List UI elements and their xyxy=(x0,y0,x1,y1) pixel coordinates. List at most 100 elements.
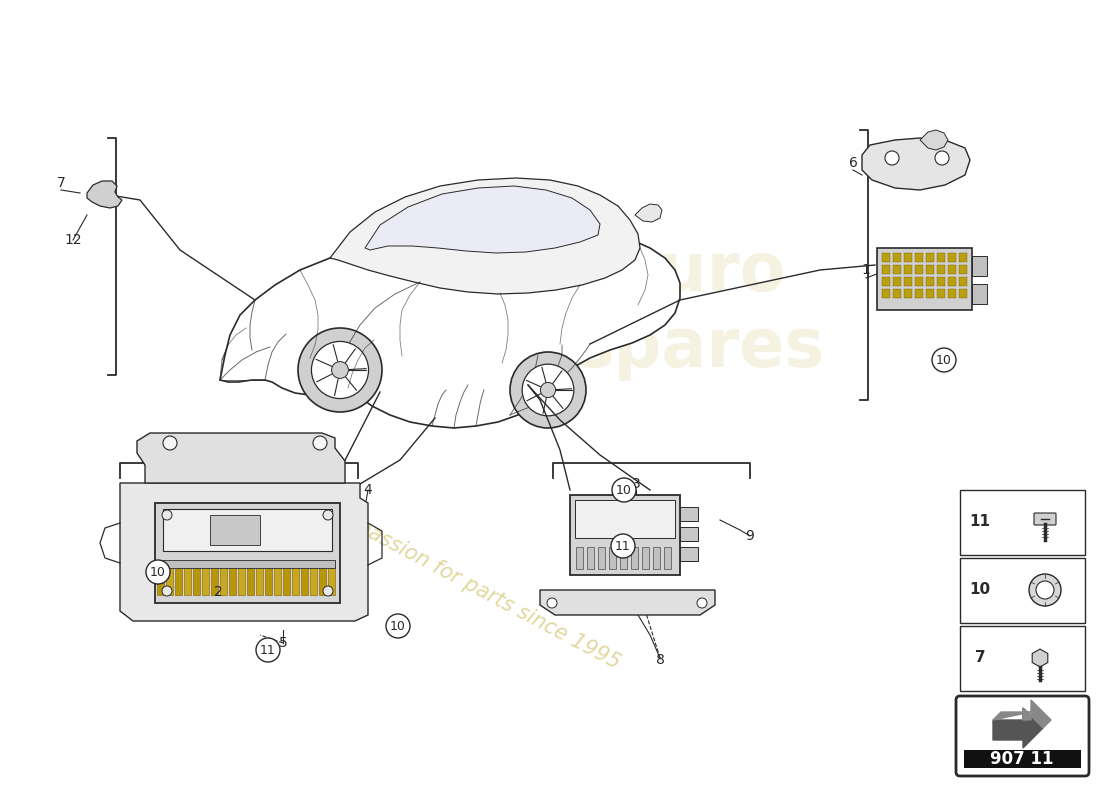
Polygon shape xyxy=(993,700,1050,728)
Text: euro
spares: euro spares xyxy=(575,238,825,381)
Polygon shape xyxy=(87,181,122,208)
FancyBboxPatch shape xyxy=(587,547,594,569)
FancyBboxPatch shape xyxy=(664,547,671,569)
Circle shape xyxy=(386,614,410,638)
FancyBboxPatch shape xyxy=(576,547,583,569)
Text: 7: 7 xyxy=(975,650,986,666)
FancyBboxPatch shape xyxy=(575,500,675,538)
FancyBboxPatch shape xyxy=(956,696,1089,776)
Circle shape xyxy=(886,151,899,165)
FancyBboxPatch shape xyxy=(926,277,934,286)
FancyBboxPatch shape xyxy=(882,253,890,262)
Circle shape xyxy=(311,342,368,398)
FancyBboxPatch shape xyxy=(915,289,923,298)
FancyBboxPatch shape xyxy=(926,253,934,262)
Text: 4: 4 xyxy=(364,483,373,497)
Polygon shape xyxy=(1032,649,1048,667)
FancyBboxPatch shape xyxy=(653,547,660,569)
FancyBboxPatch shape xyxy=(959,277,967,286)
FancyBboxPatch shape xyxy=(274,565,280,595)
Circle shape xyxy=(162,510,172,520)
FancyBboxPatch shape xyxy=(680,507,698,521)
Circle shape xyxy=(1036,581,1054,599)
Text: a passion for parts since 1995: a passion for parts since 1995 xyxy=(337,507,624,673)
Text: 5: 5 xyxy=(278,636,287,650)
FancyBboxPatch shape xyxy=(319,565,326,595)
FancyBboxPatch shape xyxy=(948,265,956,274)
Circle shape xyxy=(331,362,349,378)
FancyBboxPatch shape xyxy=(328,565,336,595)
FancyBboxPatch shape xyxy=(301,565,308,595)
Polygon shape xyxy=(540,590,715,615)
Circle shape xyxy=(510,352,586,428)
Circle shape xyxy=(540,382,556,398)
FancyBboxPatch shape xyxy=(937,253,945,262)
FancyBboxPatch shape xyxy=(904,265,912,274)
FancyBboxPatch shape xyxy=(642,547,649,569)
FancyBboxPatch shape xyxy=(609,547,616,569)
FancyBboxPatch shape xyxy=(192,565,200,595)
FancyBboxPatch shape xyxy=(893,265,901,274)
FancyBboxPatch shape xyxy=(620,547,627,569)
FancyBboxPatch shape xyxy=(937,277,945,286)
Circle shape xyxy=(314,436,327,450)
Text: 1: 1 xyxy=(861,263,870,277)
Circle shape xyxy=(547,598,557,608)
Text: 12: 12 xyxy=(64,233,81,247)
FancyBboxPatch shape xyxy=(598,547,605,569)
FancyBboxPatch shape xyxy=(882,289,890,298)
FancyBboxPatch shape xyxy=(210,515,260,545)
FancyBboxPatch shape xyxy=(256,565,263,595)
FancyBboxPatch shape xyxy=(229,565,236,595)
Text: 10: 10 xyxy=(936,354,952,366)
FancyBboxPatch shape xyxy=(175,565,182,595)
FancyBboxPatch shape xyxy=(937,265,945,274)
FancyBboxPatch shape xyxy=(1034,513,1056,525)
FancyBboxPatch shape xyxy=(893,253,901,262)
FancyBboxPatch shape xyxy=(570,495,680,575)
FancyBboxPatch shape xyxy=(948,289,956,298)
FancyBboxPatch shape xyxy=(959,253,967,262)
Text: 3: 3 xyxy=(631,477,640,491)
Text: 10: 10 xyxy=(616,483,631,497)
FancyBboxPatch shape xyxy=(248,565,254,595)
FancyBboxPatch shape xyxy=(893,277,901,286)
FancyBboxPatch shape xyxy=(238,565,245,595)
FancyBboxPatch shape xyxy=(960,558,1085,623)
FancyBboxPatch shape xyxy=(184,565,191,595)
Polygon shape xyxy=(120,483,369,621)
Text: 10: 10 xyxy=(150,566,166,578)
FancyBboxPatch shape xyxy=(882,277,890,286)
FancyBboxPatch shape xyxy=(948,253,956,262)
Text: 7: 7 xyxy=(56,176,65,190)
Circle shape xyxy=(298,328,382,412)
FancyBboxPatch shape xyxy=(680,547,698,561)
FancyBboxPatch shape xyxy=(157,565,164,595)
Text: 10: 10 xyxy=(390,619,406,633)
FancyBboxPatch shape xyxy=(960,490,1085,555)
Circle shape xyxy=(163,436,177,450)
FancyBboxPatch shape xyxy=(960,626,1085,691)
Text: 8: 8 xyxy=(656,653,664,667)
Polygon shape xyxy=(220,226,680,428)
Polygon shape xyxy=(330,178,640,294)
FancyBboxPatch shape xyxy=(310,565,317,595)
FancyBboxPatch shape xyxy=(292,565,299,595)
FancyBboxPatch shape xyxy=(631,547,638,569)
FancyBboxPatch shape xyxy=(926,265,934,274)
Polygon shape xyxy=(862,138,970,190)
FancyBboxPatch shape xyxy=(964,750,1081,768)
Circle shape xyxy=(323,510,333,520)
Circle shape xyxy=(146,560,170,584)
FancyBboxPatch shape xyxy=(283,565,290,595)
FancyBboxPatch shape xyxy=(680,527,698,541)
FancyBboxPatch shape xyxy=(265,565,272,595)
FancyBboxPatch shape xyxy=(163,509,332,551)
FancyBboxPatch shape xyxy=(959,289,967,298)
Circle shape xyxy=(323,586,333,596)
Circle shape xyxy=(1028,574,1062,606)
Polygon shape xyxy=(993,708,1043,748)
Text: 6: 6 xyxy=(848,156,857,170)
Circle shape xyxy=(612,478,636,502)
FancyBboxPatch shape xyxy=(948,277,956,286)
